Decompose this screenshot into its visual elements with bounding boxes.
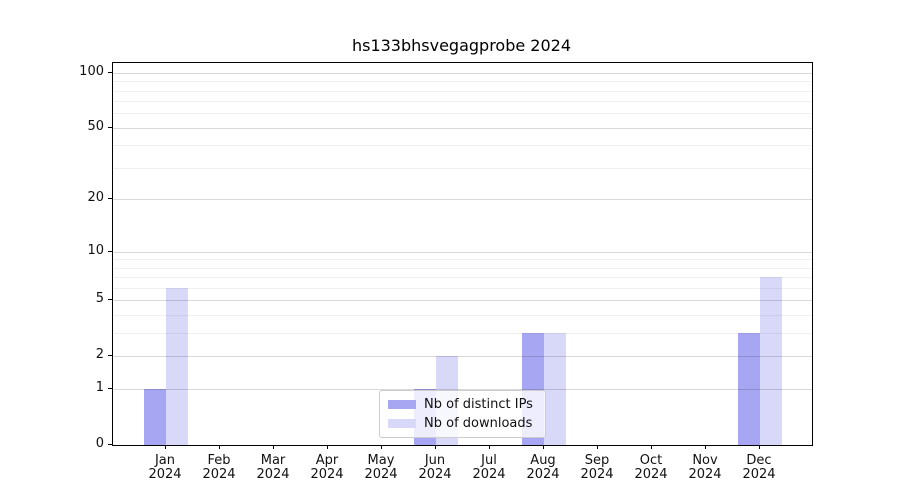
y-tick-mark-1 xyxy=(108,388,112,390)
legend: Nb of distinct IPs Nb of downloads xyxy=(379,390,546,438)
x-tick-label-jun: Jun 2024 xyxy=(418,453,452,482)
y-tick-mark-20 xyxy=(108,198,112,200)
x-tick-label-feb: Feb 2024 xyxy=(202,453,236,482)
gridline-major-5 xyxy=(113,300,812,302)
y-tick-mark-2 xyxy=(108,355,112,357)
gridline-minor-70 xyxy=(113,101,812,103)
y-tick-mark-100 xyxy=(108,71,112,73)
gridline-major-100 xyxy=(113,72,812,74)
x-tick-mark-jul xyxy=(489,445,490,449)
x-tick-label-apr: Apr 2024 xyxy=(310,453,344,482)
gridline-minor-4 xyxy=(113,315,812,317)
y-tick-label-100: 100 xyxy=(79,63,104,79)
y-tick-mark-5 xyxy=(108,299,112,301)
legend-swatch-downloads xyxy=(388,419,416,428)
legend-label-distinct-ips: Nb of distinct IPs xyxy=(424,397,533,412)
x-tick-mark-jan xyxy=(165,445,166,449)
gridline-minor-7 xyxy=(113,277,812,279)
x-tick-mark-sep xyxy=(597,445,598,449)
bar-dec-downloads xyxy=(760,277,782,445)
gridline-major-20 xyxy=(113,199,812,201)
x-tick-label-mar: Mar 2024 xyxy=(256,453,290,482)
legend-swatch-distinct-ips xyxy=(388,400,416,409)
x-tick-mark-jun xyxy=(435,445,436,449)
x-tick-mark-apr xyxy=(327,445,328,449)
legend-label-downloads: Nb of downloads xyxy=(424,416,533,431)
y-tick-mark-0 xyxy=(108,444,112,445)
gridline-minor-8 xyxy=(113,267,812,269)
bar-dec-distinct-ips xyxy=(738,333,760,445)
x-tick-mark-feb xyxy=(219,445,220,449)
y-tick-label-20: 20 xyxy=(87,190,104,206)
x-tick-label-nov: Nov 2024 xyxy=(688,453,722,482)
chart-title: hs133bhsvegagprobe 2024 xyxy=(351,36,572,55)
legend-item-distinct-ips: Nb of distinct IPs xyxy=(388,397,539,412)
gridline-minor-30 xyxy=(113,168,812,170)
y-tick-label-2: 2 xyxy=(95,347,104,363)
x-tick-mark-mar xyxy=(273,445,274,449)
gridline-minor-3 xyxy=(113,333,812,335)
x-tick-label-aug: Aug 2024 xyxy=(526,453,560,482)
x-tick-mark-may xyxy=(381,445,382,449)
x-tick-label-oct: Oct 2024 xyxy=(634,453,668,482)
x-tick-mark-aug xyxy=(543,445,544,449)
x-tick-label-may: May 2024 xyxy=(364,453,398,482)
y-tick-label-0: 0 xyxy=(95,436,104,451)
gridline-major-10 xyxy=(113,251,812,253)
gridline-minor-80 xyxy=(113,90,812,92)
x-tick-label-dec: Dec 2024 xyxy=(742,453,776,482)
x-tick-mark-oct xyxy=(651,445,652,449)
y-tick-label-1: 1 xyxy=(95,380,104,396)
gridline-minor-6 xyxy=(113,288,812,290)
y-tick-mark-10 xyxy=(108,250,112,252)
gridline-minor-60 xyxy=(113,113,812,115)
y-tick-label-5: 5 xyxy=(95,291,104,307)
x-tick-label-sep: Sep 2024 xyxy=(580,453,614,482)
bar-jan-downloads xyxy=(166,288,188,445)
x-tick-mark-nov xyxy=(705,445,706,449)
gridline-major-2 xyxy=(113,356,812,358)
x-tick-label-jul: Jul 2024 xyxy=(472,453,506,482)
gridline-minor-9 xyxy=(113,259,812,261)
bar-jan-distinct-ips xyxy=(144,389,166,445)
gridline-minor-90 xyxy=(113,81,812,83)
y-tick-mark-50 xyxy=(108,126,112,128)
legend-item-downloads: Nb of downloads xyxy=(388,416,539,431)
gridline-major-50 xyxy=(113,127,812,129)
y-tick-label-50: 50 xyxy=(87,118,104,134)
bar-aug-downloads xyxy=(544,333,566,445)
gridline-minor-40 xyxy=(113,145,812,147)
y-tick-label-10: 10 xyxy=(87,242,104,258)
x-tick-mark-dec xyxy=(759,445,760,449)
plot-area: Nb of distinct IPs Nb of downloads xyxy=(112,62,813,446)
x-tick-label-jan: Jan 2024 xyxy=(148,453,182,482)
